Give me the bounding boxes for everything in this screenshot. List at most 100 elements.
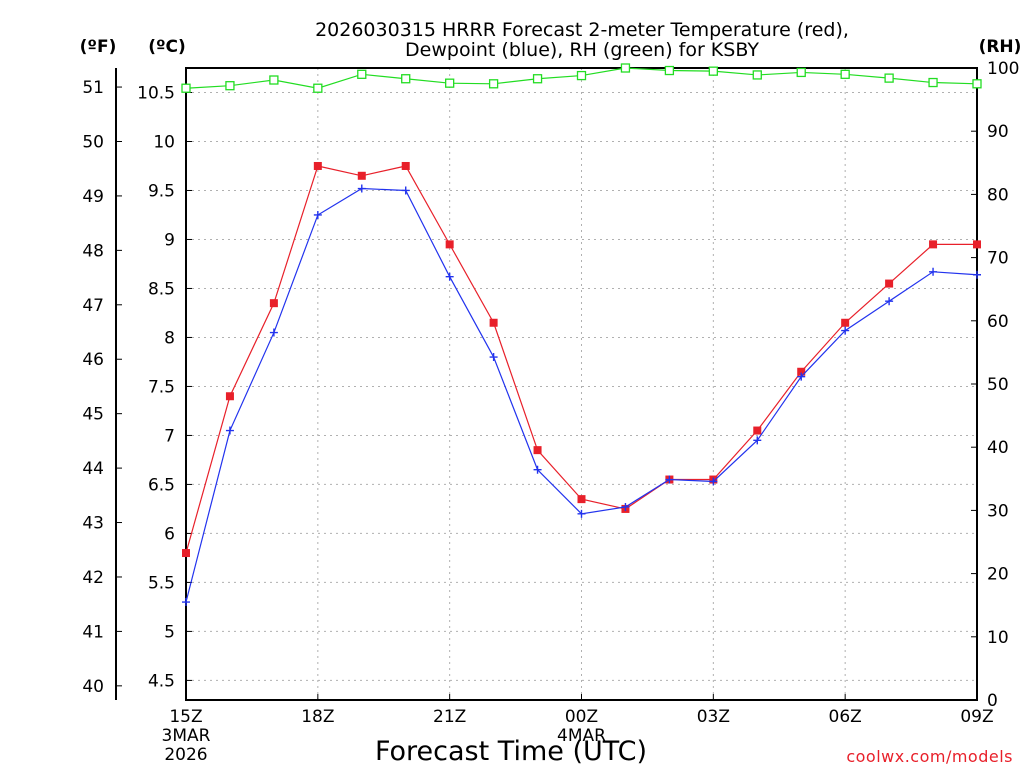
rh-point — [884, 73, 894, 83]
chart-title-line1: 2026030315 HRRR Forecast 2-meter Tempera… — [315, 19, 849, 41]
fahrenheit-tick-label: 46 — [82, 350, 104, 370]
rh-tick-label: 40 — [987, 438, 1009, 458]
x-tick-label: 03Z — [697, 707, 730, 727]
fahrenheit-unit-label: (ºF) — [80, 37, 117, 57]
fahrenheit-tick-label: 44 — [82, 459, 104, 479]
rh-point — [488, 79, 499, 89]
dewpoint-point — [533, 465, 542, 474]
temperature-point — [489, 318, 498, 327]
rh-unit-label: (RH) — [979, 37, 1022, 57]
fahrenheit-tick-label: 41 — [82, 622, 104, 642]
celsius-tick-label: 8.5 — [148, 279, 175, 299]
x-tick-label: 21Z — [433, 707, 466, 727]
dewpoint-point — [577, 509, 586, 518]
temperature-point — [929, 240, 938, 249]
temperature-point — [973, 240, 981, 249]
temperature-point — [225, 392, 234, 401]
x-tick-label: 06Z — [829, 707, 862, 727]
temperature-point — [182, 549, 190, 558]
rh-tick-label: 0 — [987, 691, 998, 711]
dewpoint-point — [665, 475, 674, 484]
fahrenheit-tick-label: 43 — [82, 514, 104, 534]
rh-point — [796, 67, 806, 78]
rh-point — [225, 81, 235, 91]
temperature-point — [885, 279, 894, 288]
rh-tick-label: 90 — [987, 122, 1009, 142]
dewpoint-point — [797, 372, 806, 381]
credit-label: coolwx.com/models — [846, 747, 1013, 766]
temperature-point — [269, 299, 278, 308]
dewpoint-line — [185, 187, 978, 603]
temperature-point — [313, 161, 322, 170]
fahrenheit-tick-label: 48 — [82, 241, 104, 261]
dewpoint-point — [269, 328, 278, 337]
x-tick-label: 18Z — [301, 707, 334, 727]
x-tick-date-label: 4MAR — [557, 726, 606, 746]
rh-point — [840, 69, 850, 79]
celsius-tick-label: 4.5 — [148, 671, 175, 691]
rh-point — [708, 66, 718, 76]
temperature-point — [357, 171, 366, 180]
temperature-point — [533, 446, 542, 455]
x-tick-year-label: 2026 — [164, 745, 207, 765]
x-tick-label: 00Z — [565, 707, 598, 727]
rh-point — [269, 75, 279, 85]
rh-tick-label: 80 — [987, 185, 1009, 205]
plot-frame — [185, 67, 978, 701]
rh-tick-label: 10 — [987, 628, 1009, 648]
celsius-tick-label: 6 — [164, 524, 175, 544]
label-layer: 4.5 5 5.5 6 6.5 7 7.5 8 8.5 9 9.5 10 10.5 15Z3MAR2026… — [82, 59, 1019, 765]
rh-point — [181, 83, 191, 93]
fahrenheit-tick-label: 45 — [82, 405, 104, 425]
x-tick-label: 09Z — [960, 707, 993, 727]
celsius-unit-label: (ºC) — [148, 37, 186, 57]
rh-point — [313, 83, 323, 93]
celsius-tick-label: 7 — [164, 426, 175, 446]
dewpoint-point — [621, 502, 630, 511]
celsius-tick-label: 5.5 — [148, 573, 175, 593]
rh-tick-label: 60 — [987, 312, 1009, 332]
dewpoint-point — [753, 436, 762, 445]
rh-point — [445, 78, 455, 88]
fahrenheit-tick-label: 40 — [82, 677, 104, 697]
dewpoint-point — [225, 426, 234, 435]
temperature-point — [753, 426, 762, 435]
rh-point — [357, 69, 367, 79]
rh-point — [576, 70, 587, 81]
dewpoint-point — [885, 297, 894, 306]
rh-tick-label: 70 — [987, 249, 1009, 269]
fahrenheit-tick-label: 50 — [82, 132, 104, 152]
rh-point — [972, 79, 982, 89]
x-tick-label: 15Z — [169, 707, 202, 727]
grid-layer — [186, 68, 977, 700]
dewpoint-point — [357, 184, 366, 193]
fahrenheit-tick-label: 49 — [82, 187, 104, 207]
temperature-point — [577, 495, 586, 504]
chart-title-line2: Dewpoint (blue), RH (green) for KSBY — [405, 39, 759, 61]
celsius-tick-label: 8 — [164, 328, 175, 348]
celsius-tick-label: 10 — [153, 132, 175, 152]
temperature-point — [401, 161, 410, 170]
rh-point — [664, 65, 675, 76]
x-axis-label: Forecast Time (UTC) — [375, 736, 647, 767]
temperature-point — [445, 240, 454, 249]
rh-point — [752, 70, 762, 80]
celsius-tick-label: 6.5 — [148, 475, 175, 495]
dewpoint-point — [973, 270, 981, 279]
rh-point — [401, 74, 411, 84]
rh-tick-label: 30 — [987, 501, 1009, 521]
rh-tick-label: 20 — [987, 565, 1009, 585]
celsius-tick-label: 9 — [164, 230, 175, 250]
celsius-tick-label: 10.5 — [137, 83, 175, 103]
temperature-point — [797, 367, 806, 376]
fahrenheit-tick-label: 47 — [82, 296, 104, 316]
dewpoint-point — [841, 326, 850, 335]
dewpoint-point — [489, 353, 498, 362]
dewpoint-point — [445, 272, 454, 281]
series-layer — [181, 63, 982, 607]
fahrenheit-tick-label: 42 — [82, 568, 104, 588]
rh-point — [928, 77, 938, 88]
axes-layer — [115, 67, 978, 701]
dewpoint-point — [182, 598, 190, 607]
